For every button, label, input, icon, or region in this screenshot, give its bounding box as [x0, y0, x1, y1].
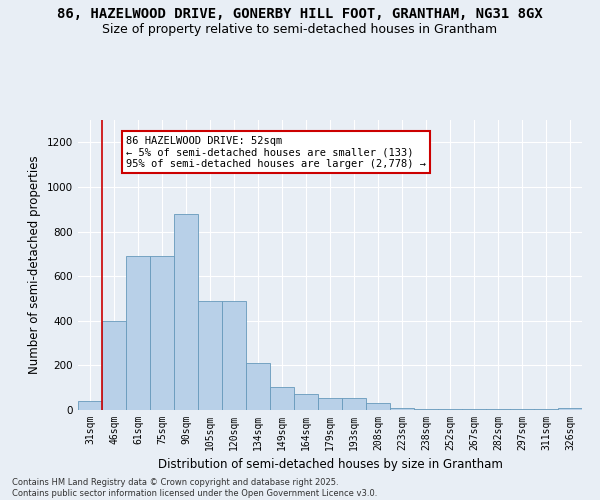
Bar — [270, 386, 294, 410]
Bar — [438, 409, 462, 410]
Bar — [414, 409, 438, 410]
Bar — [222, 300, 246, 410]
X-axis label: Distribution of semi-detached houses by size in Grantham: Distribution of semi-detached houses by … — [158, 458, 502, 471]
Bar — [366, 404, 390, 410]
Text: Contains HM Land Registry data © Crown copyright and database right 2025.
Contai: Contains HM Land Registry data © Crown c… — [12, 478, 377, 498]
Bar — [126, 256, 150, 410]
Bar — [486, 409, 510, 410]
Bar — [342, 398, 366, 410]
Bar — [462, 409, 486, 410]
Text: 86, HAZELWOOD DRIVE, GONERBY HILL FOOT, GRANTHAM, NG31 8GX: 86, HAZELWOOD DRIVE, GONERBY HILL FOOT, … — [57, 8, 543, 22]
Bar — [198, 300, 222, 410]
Bar — [246, 363, 270, 410]
Bar — [558, 408, 582, 410]
Text: 86 HAZELWOOD DRIVE: 52sqm
← 5% of semi-detached houses are smaller (133)
95% of : 86 HAZELWOOD DRIVE: 52sqm ← 5% of semi-d… — [126, 136, 426, 169]
Y-axis label: Number of semi-detached properties: Number of semi-detached properties — [28, 156, 41, 374]
Bar — [102, 321, 126, 410]
Bar — [294, 394, 318, 410]
Bar — [318, 398, 342, 410]
Bar — [390, 408, 414, 410]
Bar — [78, 401, 102, 410]
Bar — [510, 409, 534, 410]
Bar — [150, 256, 174, 410]
Bar — [174, 214, 198, 410]
Text: Size of property relative to semi-detached houses in Grantham: Size of property relative to semi-detach… — [103, 22, 497, 36]
Bar — [534, 409, 558, 410]
